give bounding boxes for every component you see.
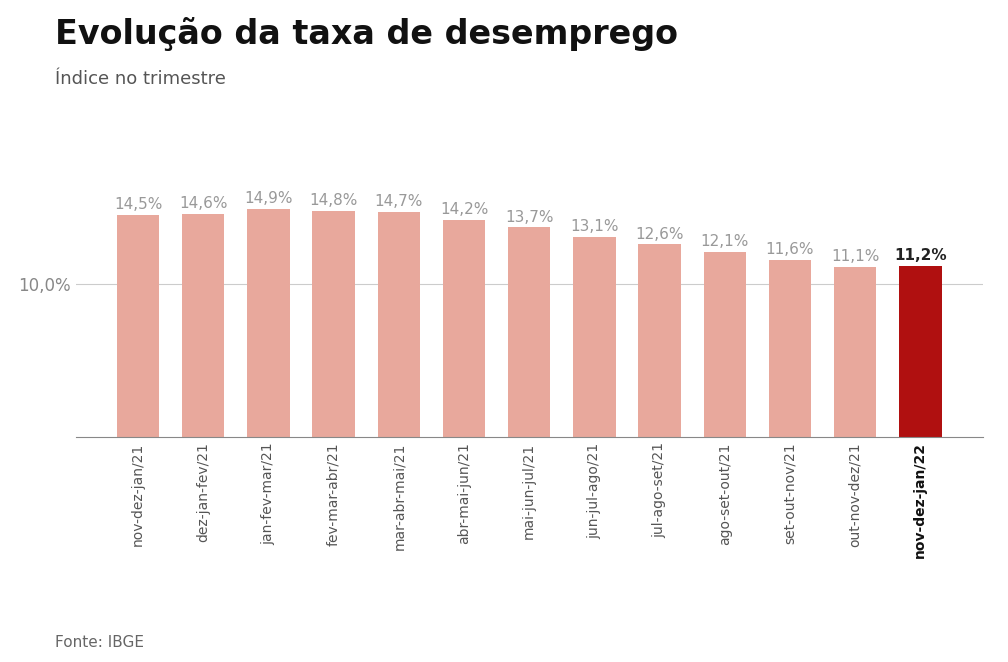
- Text: 11,6%: 11,6%: [766, 242, 814, 257]
- Bar: [443, 220, 485, 437]
- Text: 14,8%: 14,8%: [309, 193, 358, 208]
- Bar: [378, 213, 420, 437]
- Text: 14,7%: 14,7%: [375, 195, 423, 209]
- Bar: [574, 236, 616, 437]
- Text: 11,1%: 11,1%: [831, 250, 879, 264]
- Text: 12,1%: 12,1%: [701, 234, 749, 249]
- Text: 12,6%: 12,6%: [635, 226, 683, 242]
- Bar: [117, 215, 159, 437]
- Bar: [508, 228, 550, 437]
- Bar: [834, 267, 876, 437]
- Text: Fonte: IBGE: Fonte: IBGE: [55, 635, 144, 650]
- Bar: [312, 211, 355, 437]
- Text: 14,9%: 14,9%: [244, 191, 292, 207]
- Text: 14,2%: 14,2%: [439, 202, 488, 217]
- Bar: [704, 252, 746, 437]
- Text: 13,7%: 13,7%: [505, 210, 553, 224]
- Bar: [769, 260, 811, 437]
- Bar: [247, 209, 289, 437]
- Text: 14,6%: 14,6%: [179, 196, 228, 211]
- Text: Evolução da taxa de desemprego: Evolução da taxa de desemprego: [55, 17, 678, 50]
- Bar: [638, 244, 680, 437]
- Bar: [182, 214, 225, 437]
- Text: 14,5%: 14,5%: [114, 197, 162, 213]
- Text: 11,2%: 11,2%: [894, 248, 947, 263]
- Text: Índice no trimestre: Índice no trimestre: [55, 70, 227, 87]
- Text: 13,1%: 13,1%: [571, 219, 619, 234]
- Bar: [899, 265, 941, 437]
